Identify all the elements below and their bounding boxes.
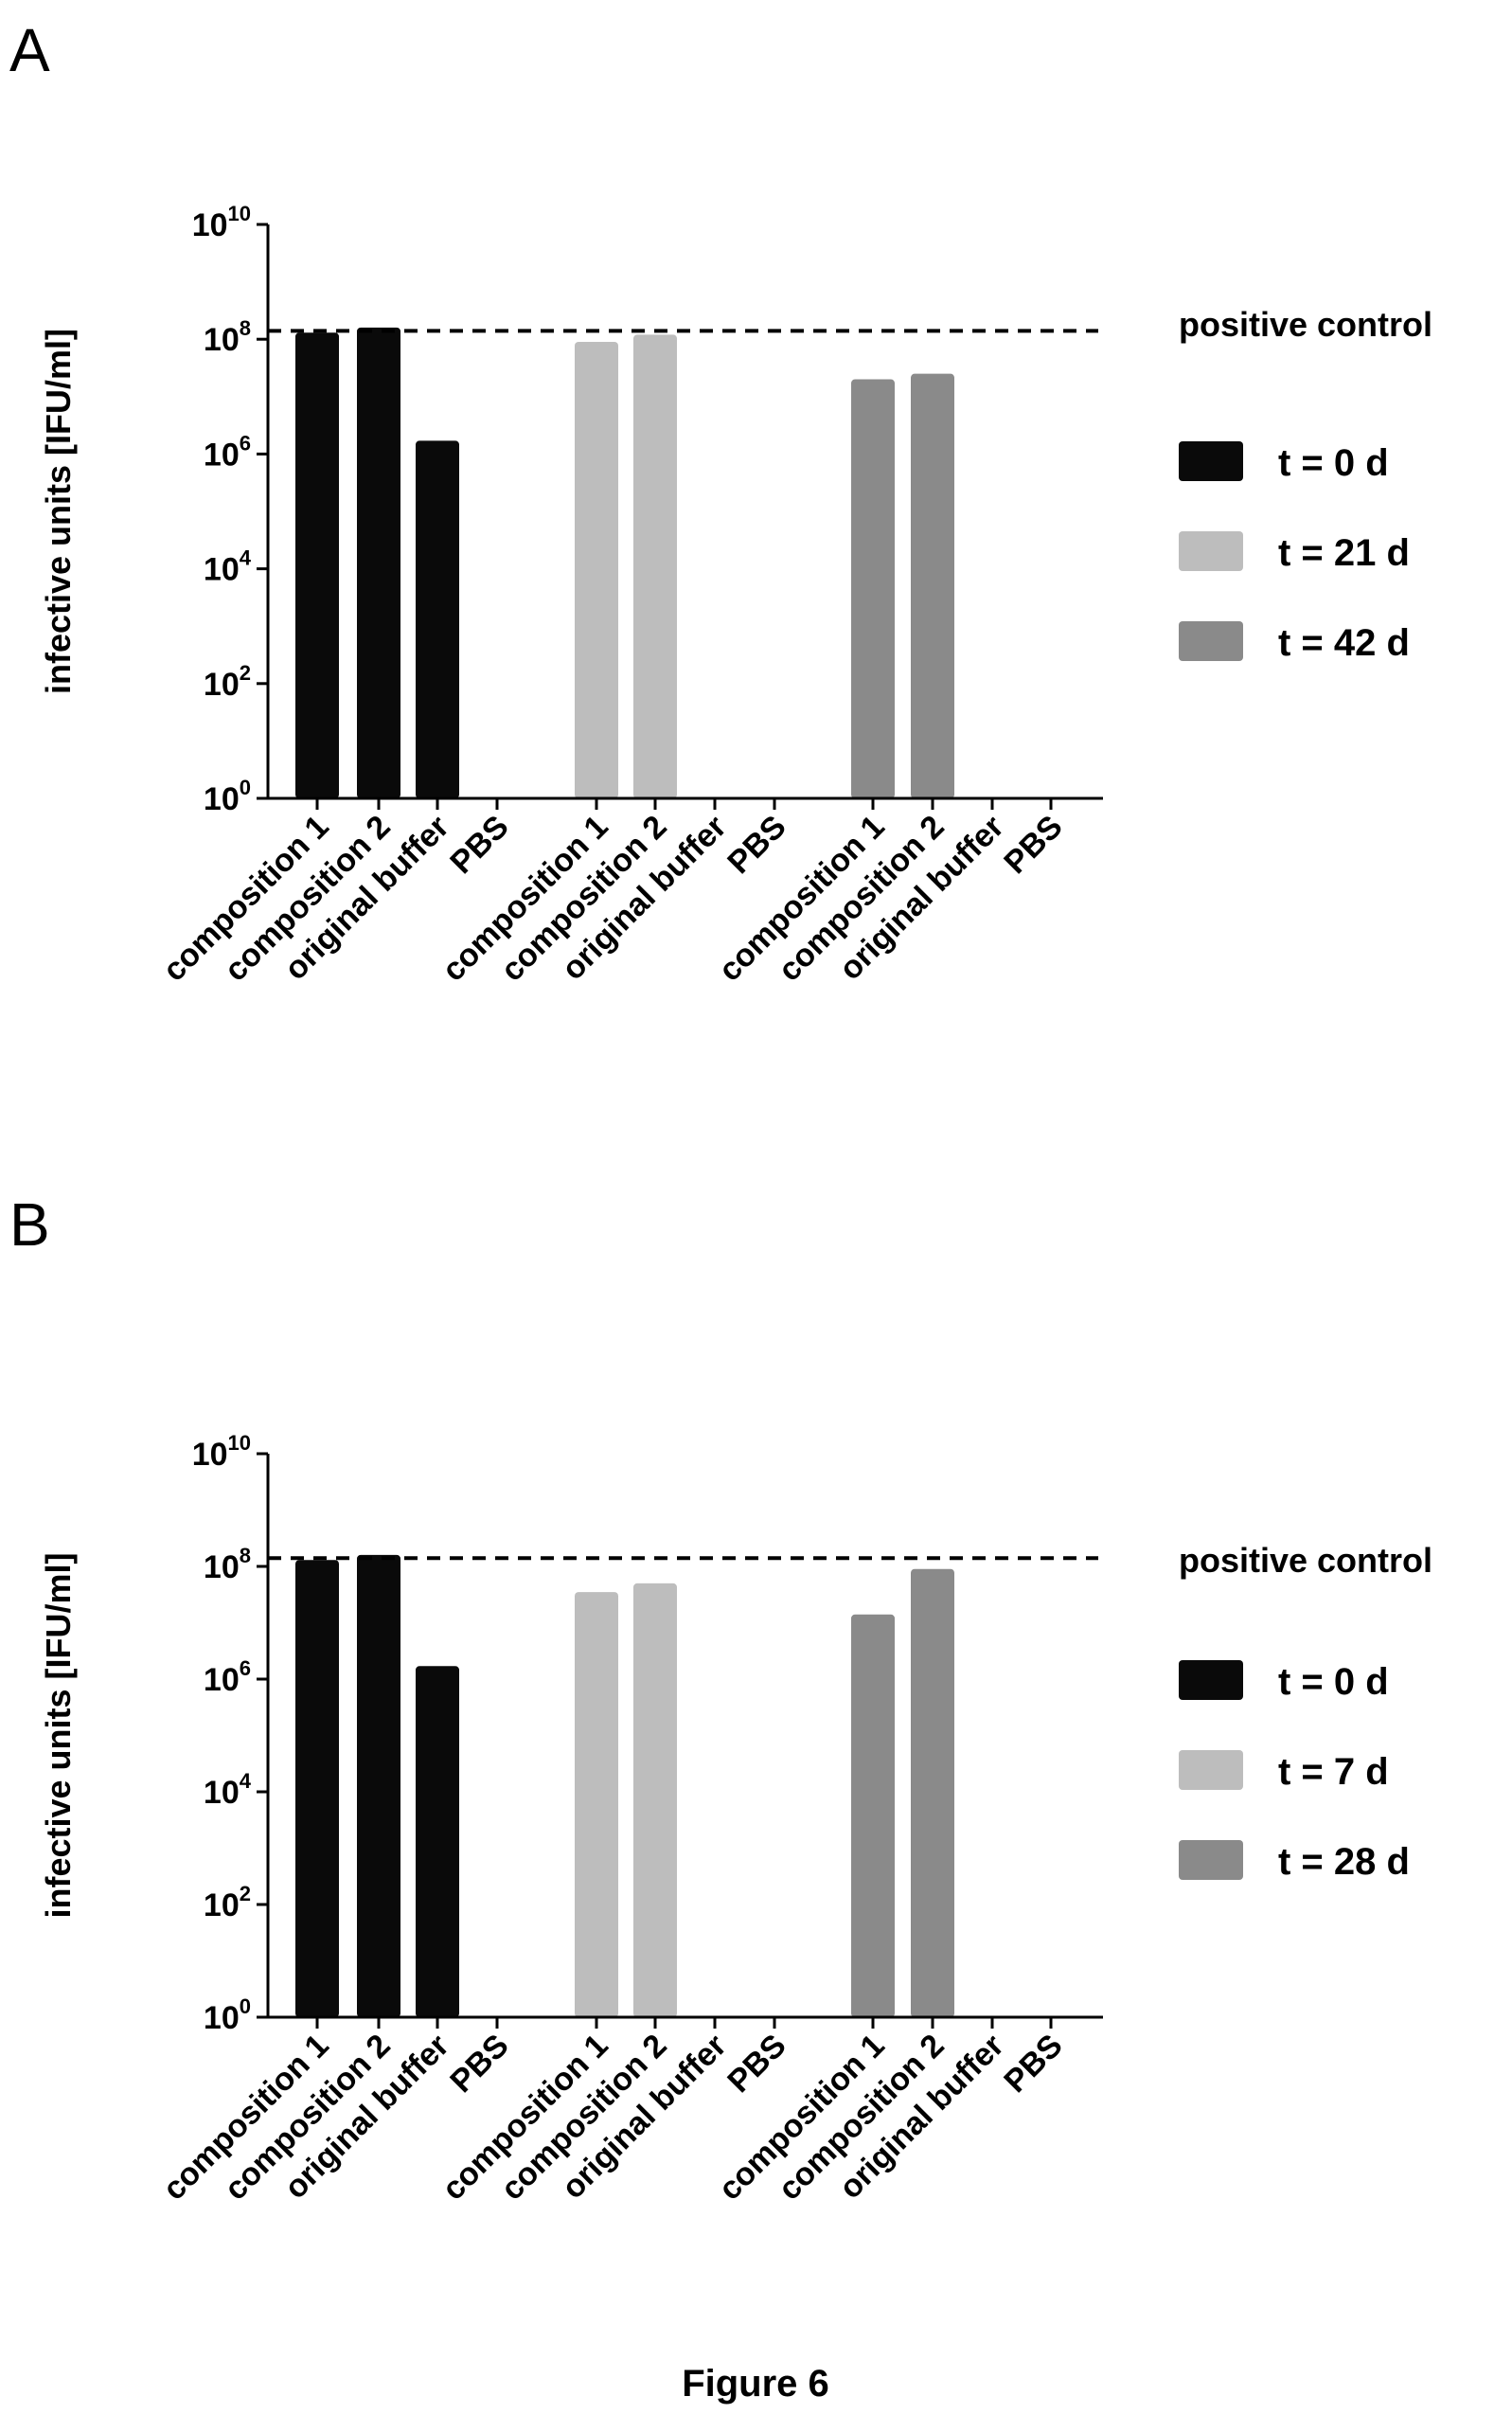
panel-b-category-label: PBS xyxy=(997,2028,1069,2100)
panel-b-y-tick-label: 102 xyxy=(204,1882,251,1923)
panel-a-y-tick-label: 1010 xyxy=(192,202,251,243)
panel-a-y-tick-label: 100 xyxy=(204,776,251,817)
panel-a-letter: A xyxy=(9,16,50,84)
panel-a-bar-9 xyxy=(851,379,895,798)
panel-b-y-tick-label: 100 xyxy=(204,1994,251,2036)
panel-a-legend-label: t = 21 d xyxy=(1278,532,1410,574)
panel-a-positive-control-label: positive control xyxy=(1179,305,1432,344)
panel-b-legend-swatch xyxy=(1179,1660,1243,1700)
panel-a-y-tick-label: 102 xyxy=(204,661,251,703)
panel-b-bar-5 xyxy=(575,1592,618,2017)
panel-b-bar-6 xyxy=(633,1583,677,2017)
panel-b-legend-label: t = 7 d xyxy=(1278,1751,1389,1793)
panel-b-legend-swatch xyxy=(1179,1840,1243,1880)
figure-caption: Figure 6 xyxy=(682,2363,829,2405)
panel-b-category-label: PBS xyxy=(443,2028,515,2100)
panel-b-bar-9 xyxy=(851,1614,895,2017)
panel-a-bar-3 xyxy=(416,440,459,798)
panel-a-category-label: PBS xyxy=(720,809,792,881)
panel-a-bar-5 xyxy=(575,341,618,798)
panel-a-y-tick-label: 104 xyxy=(204,546,252,588)
panel-b-positive-control-label: positive control xyxy=(1179,1541,1432,1580)
panel-a-bar-6 xyxy=(633,334,677,798)
panel-b-y-tick-label: 106 xyxy=(204,1656,251,1698)
panel-b-legend-label: t = 0 d xyxy=(1278,1661,1389,1703)
panel-a-legend-label: t = 0 d xyxy=(1278,442,1389,484)
panel-b-y-tick-label: 104 xyxy=(204,1769,252,1811)
panel-b-bar-1 xyxy=(295,1560,339,2017)
panel-a-y-axis-label: infective units [IFU/ml] xyxy=(39,329,78,694)
panel-b-bar-3 xyxy=(416,1666,459,2017)
panel-b-legend-swatch xyxy=(1179,1750,1243,1790)
panel-b-y-tick-label: 108 xyxy=(204,1544,251,1585)
panel-a-legend-label: t = 42 d xyxy=(1278,622,1410,664)
panel-a-category-label: PBS xyxy=(443,809,515,881)
panel-b-bar-2 xyxy=(357,1554,400,2017)
panel-a-legend-swatch xyxy=(1179,531,1243,571)
panel-a-legend-swatch xyxy=(1179,621,1243,661)
panel-b-letter: B xyxy=(9,1190,50,1259)
panel-a-category-label: PBS xyxy=(997,809,1069,881)
panel-b-legend-label: t = 28 d xyxy=(1278,1841,1410,1883)
panel-b-y-axis-label: infective units [IFU/ml] xyxy=(39,1552,78,1918)
panel-a-bar-1 xyxy=(295,332,339,798)
panel-b-category-label: PBS xyxy=(720,2028,792,2100)
panel-b-bar-10 xyxy=(911,1568,954,2017)
panel-b-y-tick-label: 1010 xyxy=(192,1431,251,1473)
panel-a-legend-swatch xyxy=(1179,441,1243,481)
panel-a-y-tick-label: 108 xyxy=(204,316,251,358)
panel-a-bar-10 xyxy=(911,373,954,798)
panel-a-y-tick-label: 106 xyxy=(204,431,251,473)
panel-a-bar-2 xyxy=(357,327,400,798)
